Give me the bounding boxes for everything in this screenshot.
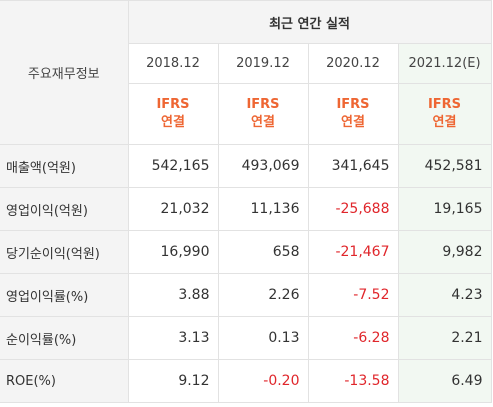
table-row: 매출액(억원) 542,165 493,069 341,645 452,581 [0, 144, 492, 188]
row-label: ROE(%) [0, 359, 129, 403]
basis-bottom: 연결 [251, 115, 275, 130]
value-cell: 9.12 [127, 359, 219, 403]
basis-bottom: 연결 [432, 115, 457, 130]
row-label: 순이익률(%) [0, 316, 129, 360]
value-cell: 0.13 [217, 316, 309, 360]
basis-top: IFRS [427, 97, 462, 112]
value-cell: 2.26 [217, 273, 309, 317]
basis-label: IFRS 연결 [307, 83, 399, 145]
table-row: 영업이익(억원) 21,032 11,136 -25,688 19,165 [0, 187, 492, 231]
value-cell: -25,688 [307, 187, 399, 231]
row-label: 당기순이익(억원) [0, 230, 129, 274]
value-cell: 341,645 [307, 144, 399, 188]
year-header-estimate: 2021.12(E) [397, 43, 492, 84]
row-label: 영업이익(억원) [0, 187, 129, 231]
corner-label: 주요재무정보 [0, 0, 129, 145]
basis-top: IFRS [336, 97, 370, 112]
basis-label-estimate: IFRS 연결 [397, 83, 492, 145]
value-cell-estimate: 19,165 [397, 187, 492, 231]
value-cell: 11,136 [217, 187, 309, 231]
table-row: 순이익률(%) 3.13 0.13 -6.28 2.21 [0, 316, 492, 360]
value-cell-estimate: 2.21 [397, 316, 492, 360]
value-cell: 658 [217, 230, 309, 274]
value-cell: 3.88 [127, 273, 219, 317]
value-cell-estimate: 452,581 [397, 144, 492, 188]
value-cell: 21,032 [127, 187, 219, 231]
year-header: 2019.12 [217, 43, 309, 84]
value-cell: 3.13 [127, 316, 219, 360]
basis-bottom: 연결 [161, 115, 185, 130]
value-cell-estimate: 4.23 [397, 273, 492, 317]
value-cell: -6.28 [307, 316, 399, 360]
value-cell-estimate: 9,982 [397, 230, 492, 274]
year-header: 2018.12 [127, 43, 219, 84]
header-row-group: 주요재무정보 최근 연간 실적 [0, 0, 492, 145]
row-label: 영업이익률(%) [0, 273, 129, 317]
value-cell: -13.58 [307, 359, 399, 403]
basis-top: IFRS [246, 97, 280, 112]
value-cell: -0.20 [217, 359, 309, 403]
value-cell: -7.52 [307, 273, 399, 317]
basis-top: IFRS [156, 97, 190, 112]
table-row: 영업이익률(%) 3.88 2.26 -7.52 4.23 [0, 273, 492, 317]
header-row-years: 2018.12 2019.12 2020.12 2021.12(E) [0, 43, 492, 84]
row-label: 매출액(억원) [0, 144, 129, 188]
value-cell: -21,467 [307, 230, 399, 274]
basis-label: IFRS 연결 [217, 83, 309, 145]
value-cell: 16,990 [127, 230, 219, 274]
table-body: 매출액(억원) 542,165 493,069 341,645 452,581 영업이익(… [0, 144, 492, 403]
table-row: 당기순이익(억원) 16,990 658 -21,467 9,982 [0, 230, 492, 274]
header-row-basis: IFRS 연결 IFRS 연결 IFRS 연결 IFRS 연결 [0, 83, 492, 145]
basis-bottom: 연결 [341, 115, 365, 130]
value-cell: 542,165 [127, 144, 219, 188]
value-cell: 493,069 [217, 144, 309, 188]
group-title: 최근 연간 실적 [127, 0, 492, 44]
year-header: 2020.12 [307, 43, 399, 84]
value-cell-estimate: 6.49 [397, 359, 492, 403]
basis-label: IFRS 연결 [127, 83, 219, 145]
table-row: ROE(%) 9.12 -0.20 -13.58 6.49 [0, 359, 492, 403]
